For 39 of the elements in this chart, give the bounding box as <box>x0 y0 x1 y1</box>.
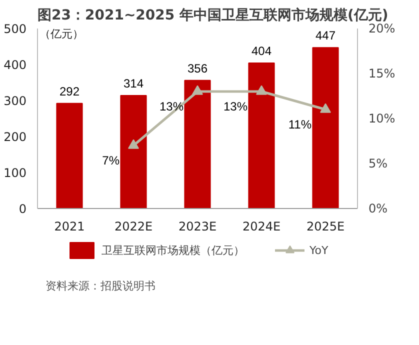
y-tick-label: 200 <box>4 130 26 144</box>
y2-tick-label: 15% <box>368 66 396 80</box>
y-tick-label: 400 <box>4 58 26 72</box>
data-label: 314 <box>123 76 144 90</box>
x-tick-label: 2024E <box>242 220 281 234</box>
x-tick-label: 2025E <box>306 220 345 234</box>
point <box>192 85 203 95</box>
bar <box>184 80 211 208</box>
y2-tick-label: 5% <box>368 156 388 170</box>
x-tick-label: 2022E <box>114 220 153 234</box>
y2-tick-label: 0% <box>368 202 388 216</box>
data-label: 292 <box>59 84 80 98</box>
point <box>128 139 139 149</box>
bar <box>248 62 275 208</box>
text: 资料来源：招股说明书 <box>46 280 156 292</box>
data-label: 447 <box>315 28 336 43</box>
data-label: 13% <box>223 100 248 114</box>
x-tick-label: 2021 <box>54 220 85 234</box>
y-tick-label: 100 <box>4 166 26 180</box>
bar <box>56 102 83 208</box>
chart-title: 图23：2021~2025 年中国卫星互联网市场规模(亿元) <box>38 6 388 24</box>
data-label: 11% <box>288 118 312 132</box>
bar <box>312 47 339 208</box>
data-label: 356 <box>187 61 208 76</box>
y2-tick-label: 10% <box>368 112 396 126</box>
data-label: 404 <box>251 44 272 58</box>
data-label: 7% <box>102 154 120 168</box>
legend-label: YoY <box>310 244 330 256</box>
data-label: 13% <box>159 100 184 114</box>
x-tick-label: 2023E <box>178 220 217 234</box>
bar <box>120 94 147 208</box>
point <box>256 85 267 95</box>
legend-label: 卫星互联网市场规模（亿元） <box>102 242 244 258</box>
y-tick-label: 500 <box>4 22 26 36</box>
point <box>320 103 331 113</box>
y2-tick-label: 20% <box>368 22 396 36</box>
y-tick-label: 0 <box>18 202 27 216</box>
y-tick-label: 300 <box>4 94 26 108</box>
y-axis-title: （亿元） <box>40 28 84 40</box>
